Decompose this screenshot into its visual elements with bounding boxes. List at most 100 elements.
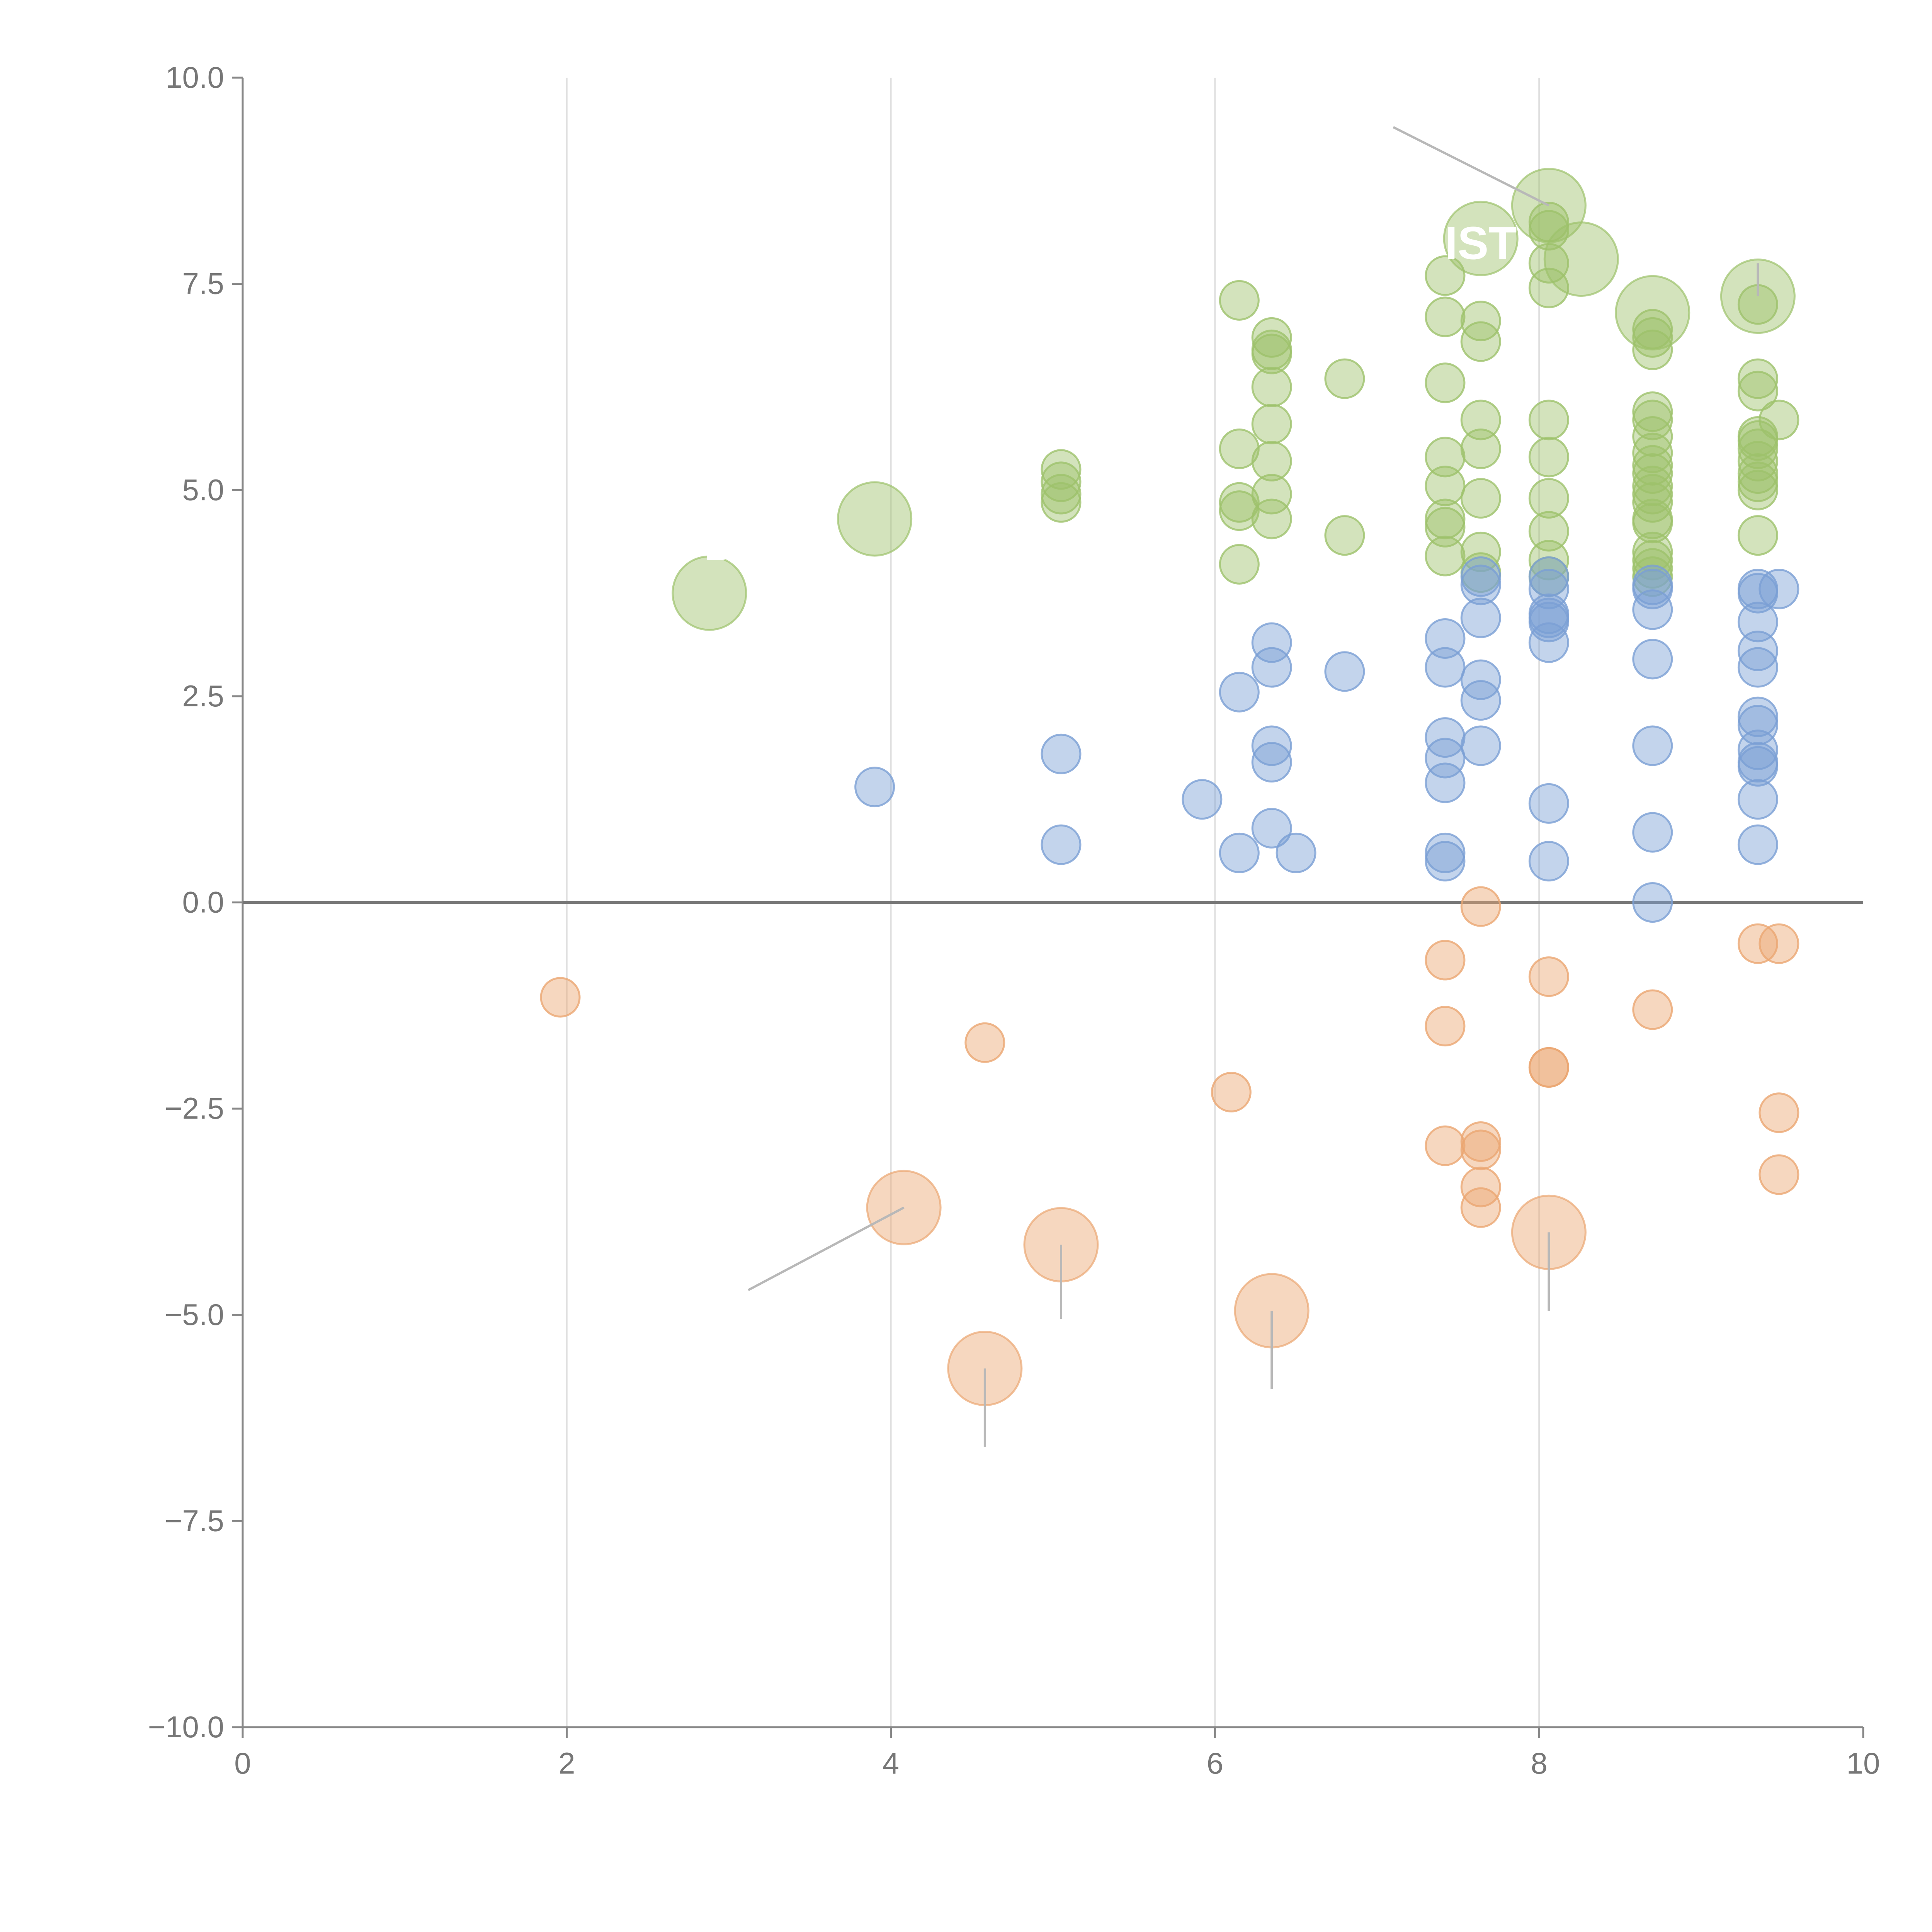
green-point: [1425, 466, 1466, 507]
blue-point: [1460, 680, 1501, 721]
y-tick-label: 7.5: [182, 267, 224, 301]
axes-layer: −10.0 −7.5 −5.0 −2.5 0.0 2.5 5.0 7.5 10.0 0 2 4 6 8 10: [148, 60, 1880, 1780]
green-point: [1632, 317, 1673, 358]
orange-point: [1460, 1187, 1501, 1228]
blue-point: [1528, 556, 1569, 597]
blue-point: [1251, 647, 1292, 688]
blue-point: [1276, 832, 1316, 873]
green-point: [1632, 548, 1673, 589]
blue-point: [1737, 696, 1778, 737]
green-point: [1460, 478, 1501, 519]
green-point: [1632, 503, 1673, 544]
blue-point: [1528, 783, 1569, 824]
blue-point: [1460, 565, 1501, 605]
orange-point: [1528, 1047, 1569, 1088]
x-tick-label: 6: [1207, 1746, 1223, 1780]
green-point: [1425, 255, 1466, 296]
green-point: [1425, 362, 1466, 403]
blue-point: [1632, 882, 1673, 923]
green-point: [1737, 453, 1778, 494]
blue-point: [1528, 602, 1569, 643]
blue-point: [1425, 647, 1466, 688]
blue-point: [1425, 762, 1466, 803]
green-point: [1041, 482, 1082, 523]
green-large-point: [837, 481, 913, 557]
green-point: [1425, 507, 1466, 548]
y-tick-label: 10.0: [165, 60, 224, 94]
green-point: [1737, 429, 1778, 469]
green-point: [1041, 474, 1082, 515]
orange-point: [1425, 940, 1466, 981]
green-point: [1425, 437, 1466, 478]
green-point: [1632, 391, 1673, 432]
green-point: [1425, 498, 1466, 539]
blue-point: [1737, 602, 1778, 643]
x-tick-label: 8: [1531, 1746, 1548, 1780]
green-point: [1460, 301, 1501, 342]
green-point: [1737, 371, 1778, 412]
green-point: [1528, 400, 1569, 440]
blue-point: [1737, 730, 1778, 770]
green-point: [1219, 280, 1260, 321]
green-point: [1251, 403, 1292, 444]
green-point: [1737, 461, 1778, 502]
green-point: [1632, 531, 1673, 572]
green-point: [1632, 466, 1673, 507]
orange-point: [1425, 1125, 1466, 1166]
y-tick-label: 5.0: [182, 473, 224, 507]
x-tick-label: 0: [234, 1746, 251, 1780]
y-tick-label: −2.5: [165, 1091, 224, 1125]
blue-point: [1528, 622, 1569, 663]
green-point: [1632, 432, 1673, 473]
green-point: [1251, 329, 1292, 370]
blue-point: [1219, 672, 1260, 713]
green-point: [1737, 441, 1778, 482]
blue-point: [1425, 618, 1466, 659]
green-point: [1632, 482, 1673, 523]
green-point: [1041, 449, 1082, 490]
blue-point: [1251, 622, 1292, 663]
overlay-label: D: [704, 519, 738, 570]
overlay-label: IST: [1445, 218, 1517, 269]
orange-point: [1425, 1006, 1466, 1047]
annotation-layer: IST D: [704, 126, 1759, 1447]
blue-point: [1460, 659, 1501, 700]
blue-point: [1251, 808, 1292, 849]
orange-point: [1759, 923, 1799, 964]
green-point: [1632, 474, 1673, 515]
orange-point: [1632, 989, 1673, 1030]
orange-point: [1528, 956, 1569, 997]
blue-point: [1737, 746, 1778, 787]
blue-point: [1737, 705, 1778, 746]
green-point: [1460, 531, 1501, 572]
orange-point: [964, 1022, 1005, 1063]
green-point: [1632, 416, 1673, 457]
green-point: [1460, 400, 1501, 440]
green-point: [1219, 490, 1260, 531]
green-point: [1632, 453, 1673, 494]
green-point: [1528, 540, 1569, 581]
green-point: [1251, 317, 1292, 358]
y-tick-label: −10.0: [148, 1710, 224, 1744]
green-point: [1528, 437, 1569, 478]
y-tick-label: 0.0: [182, 885, 224, 919]
blue-point: [1251, 742, 1292, 783]
green-point: [1737, 515, 1778, 556]
orange-point: [1460, 1167, 1501, 1208]
green-point: [1528, 511, 1569, 552]
blue-point: [1251, 725, 1292, 766]
green-point: [1632, 445, 1673, 486]
x-tick-label: 4: [883, 1746, 899, 1780]
blue-point: [1632, 568, 1673, 609]
green-point: [1632, 400, 1673, 440]
blue-point: [1425, 832, 1466, 873]
blue-point: [1041, 824, 1082, 865]
blue-point: [1759, 568, 1799, 609]
blue-point: [1460, 725, 1501, 766]
annotation-leader-line: [748, 1206, 905, 1291]
green-large-point: [1543, 221, 1619, 297]
blue-point: [1528, 568, 1569, 609]
blue-point: [854, 767, 895, 808]
